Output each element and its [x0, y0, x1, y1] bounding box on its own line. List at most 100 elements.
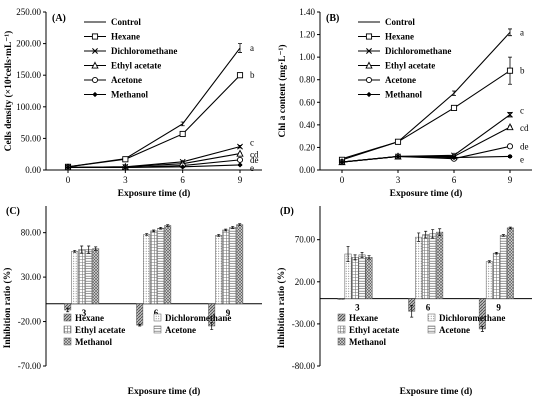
- y-axis-label: Inhibition ratio (%): [2, 268, 13, 349]
- error-bar: [438, 228, 442, 236]
- legend-label: Methanol: [385, 90, 422, 100]
- panel-label: (B): [326, 13, 339, 24]
- bar-ethyl-acetate: [150, 230, 158, 305]
- data-point: [179, 130, 186, 138]
- legend-label: Ethyl acetate: [385, 61, 435, 71]
- error-bar: [94, 246, 98, 251]
- legend-swatch: [337, 325, 346, 334]
- data-point: [507, 111, 513, 118]
- error-bar: [166, 224, 170, 227]
- bar-hexane: [136, 303, 144, 326]
- bar-acetone: [85, 249, 93, 305]
- bar-dichloromethane: [415, 236, 423, 299]
- bar-ethyl-acetate: [351, 257, 359, 299]
- data-point: [122, 164, 128, 171]
- error-bar: [360, 251, 364, 258]
- x-tick-label: 6: [426, 303, 431, 313]
- y-axis-label: Cells density (×10⁴cells·mL⁻¹): [3, 31, 14, 152]
- y-tick-label: 20.00: [295, 277, 316, 287]
- error-bar: [353, 254, 357, 261]
- error-bar: [238, 43, 242, 53]
- data-point: [506, 123, 514, 131]
- significance-label: de: [250, 155, 259, 165]
- data-point: [450, 104, 458, 111]
- y-axis-label: Inhibition ratio (%): [276, 268, 287, 349]
- y-tick-label: -20.00: [18, 317, 42, 327]
- legend-marker: [92, 91, 98, 98]
- y-tick-label: -30.00: [292, 319, 316, 329]
- legend-swatch: [337, 337, 346, 346]
- data-point: [451, 154, 457, 161]
- y-tick-label: 1.40: [299, 7, 315, 17]
- y-tick-label: -70.00: [18, 361, 42, 371]
- legend-marker: [366, 48, 372, 54]
- line-chart-b: 0.00 0.20 0.40 0.60 0.80 1.00 1.20 1.40 0 3 6 9 Expo…: [277, 7, 532, 199]
- legend-marker: [365, 76, 373, 84]
- error-bar: [231, 226, 235, 229]
- legend-marker: [366, 91, 372, 98]
- x-tick-label: 6: [180, 175, 185, 185]
- data-point: [507, 153, 513, 160]
- legend-label: Dichloromethane: [111, 46, 177, 56]
- y-tick-label: 70.00: [295, 235, 316, 245]
- legend-marker: [92, 48, 98, 54]
- y-tick-label: 0.40: [299, 120, 315, 130]
- legend-swatch: [427, 325, 436, 334]
- legend-label: Dichloromethane: [439, 313, 505, 323]
- legend-label: Control: [111, 17, 141, 27]
- error-bar: [501, 234, 505, 237]
- x-tick-label: 9: [508, 175, 513, 185]
- y-tick-label: 150.00: [16, 70, 41, 80]
- bar-acetone: [157, 227, 165, 305]
- significance-label: a: [250, 43, 254, 53]
- x-tick-label: 9: [238, 175, 243, 185]
- error-bar: [180, 121, 185, 127]
- legend-label: Dichloromethane: [165, 313, 231, 323]
- error-bar: [367, 255, 371, 260]
- bar-methanol: [236, 224, 244, 305]
- legend-label: Dichloromethane: [385, 46, 451, 56]
- series-line-methanol: [341, 155, 511, 163]
- legend-label: Methanol: [75, 337, 112, 347]
- panel-label: (C): [6, 206, 20, 217]
- data-point: [236, 149, 244, 157]
- legend-marker: [91, 61, 99, 69]
- significance-label: e: [520, 154, 524, 164]
- x-tick-label: 3: [123, 175, 128, 185]
- y-tick-label: 1.00: [299, 52, 315, 62]
- error-bar: [73, 250, 77, 253]
- bar-dichloromethane: [143, 234, 151, 305]
- legend-label: Acetone: [165, 325, 196, 335]
- x-axis-label: Exposure time (d): [400, 386, 473, 397]
- error-bar: [159, 226, 163, 230]
- bar-methanol: [506, 227, 514, 299]
- legend-label: Methanol: [111, 90, 148, 100]
- data-point: [237, 143, 243, 150]
- legend-label: Ethyl acetate: [75, 325, 125, 335]
- data-point: [339, 159, 345, 165]
- bar-ethyl-acetate: [422, 234, 430, 299]
- error-bar: [217, 234, 221, 237]
- y-tick-label: 0.80: [299, 75, 315, 85]
- y-tick-label: 250.00: [16, 7, 41, 17]
- error-bar: [210, 322, 214, 330]
- bar-hexane: [337, 298, 345, 300]
- x-tick-label: 9: [226, 308, 231, 318]
- legend-label: Control: [385, 17, 415, 27]
- data-point: [506, 67, 514, 74]
- y-tick-label: 30.00: [21, 272, 42, 282]
- series-line-hexane: [67, 74, 241, 168]
- x-tick-label: 9: [496, 303, 501, 313]
- error-bar: [410, 305, 414, 318]
- error-bar: [346, 246, 350, 262]
- legend-swatch: [153, 313, 162, 322]
- x-tick-label: 6: [452, 175, 457, 185]
- legend-label: Hexane: [385, 32, 414, 42]
- significance-label: a: [520, 27, 524, 37]
- bar-dichloromethane: [215, 235, 223, 305]
- data-point: [65, 164, 71, 171]
- x-axis-label: Exposure time (d): [390, 188, 463, 199]
- x-axis-label: Exposure time (d): [128, 386, 201, 397]
- x-tick-label: 3: [396, 175, 401, 185]
- y-tick-label: 0.00: [299, 165, 315, 175]
